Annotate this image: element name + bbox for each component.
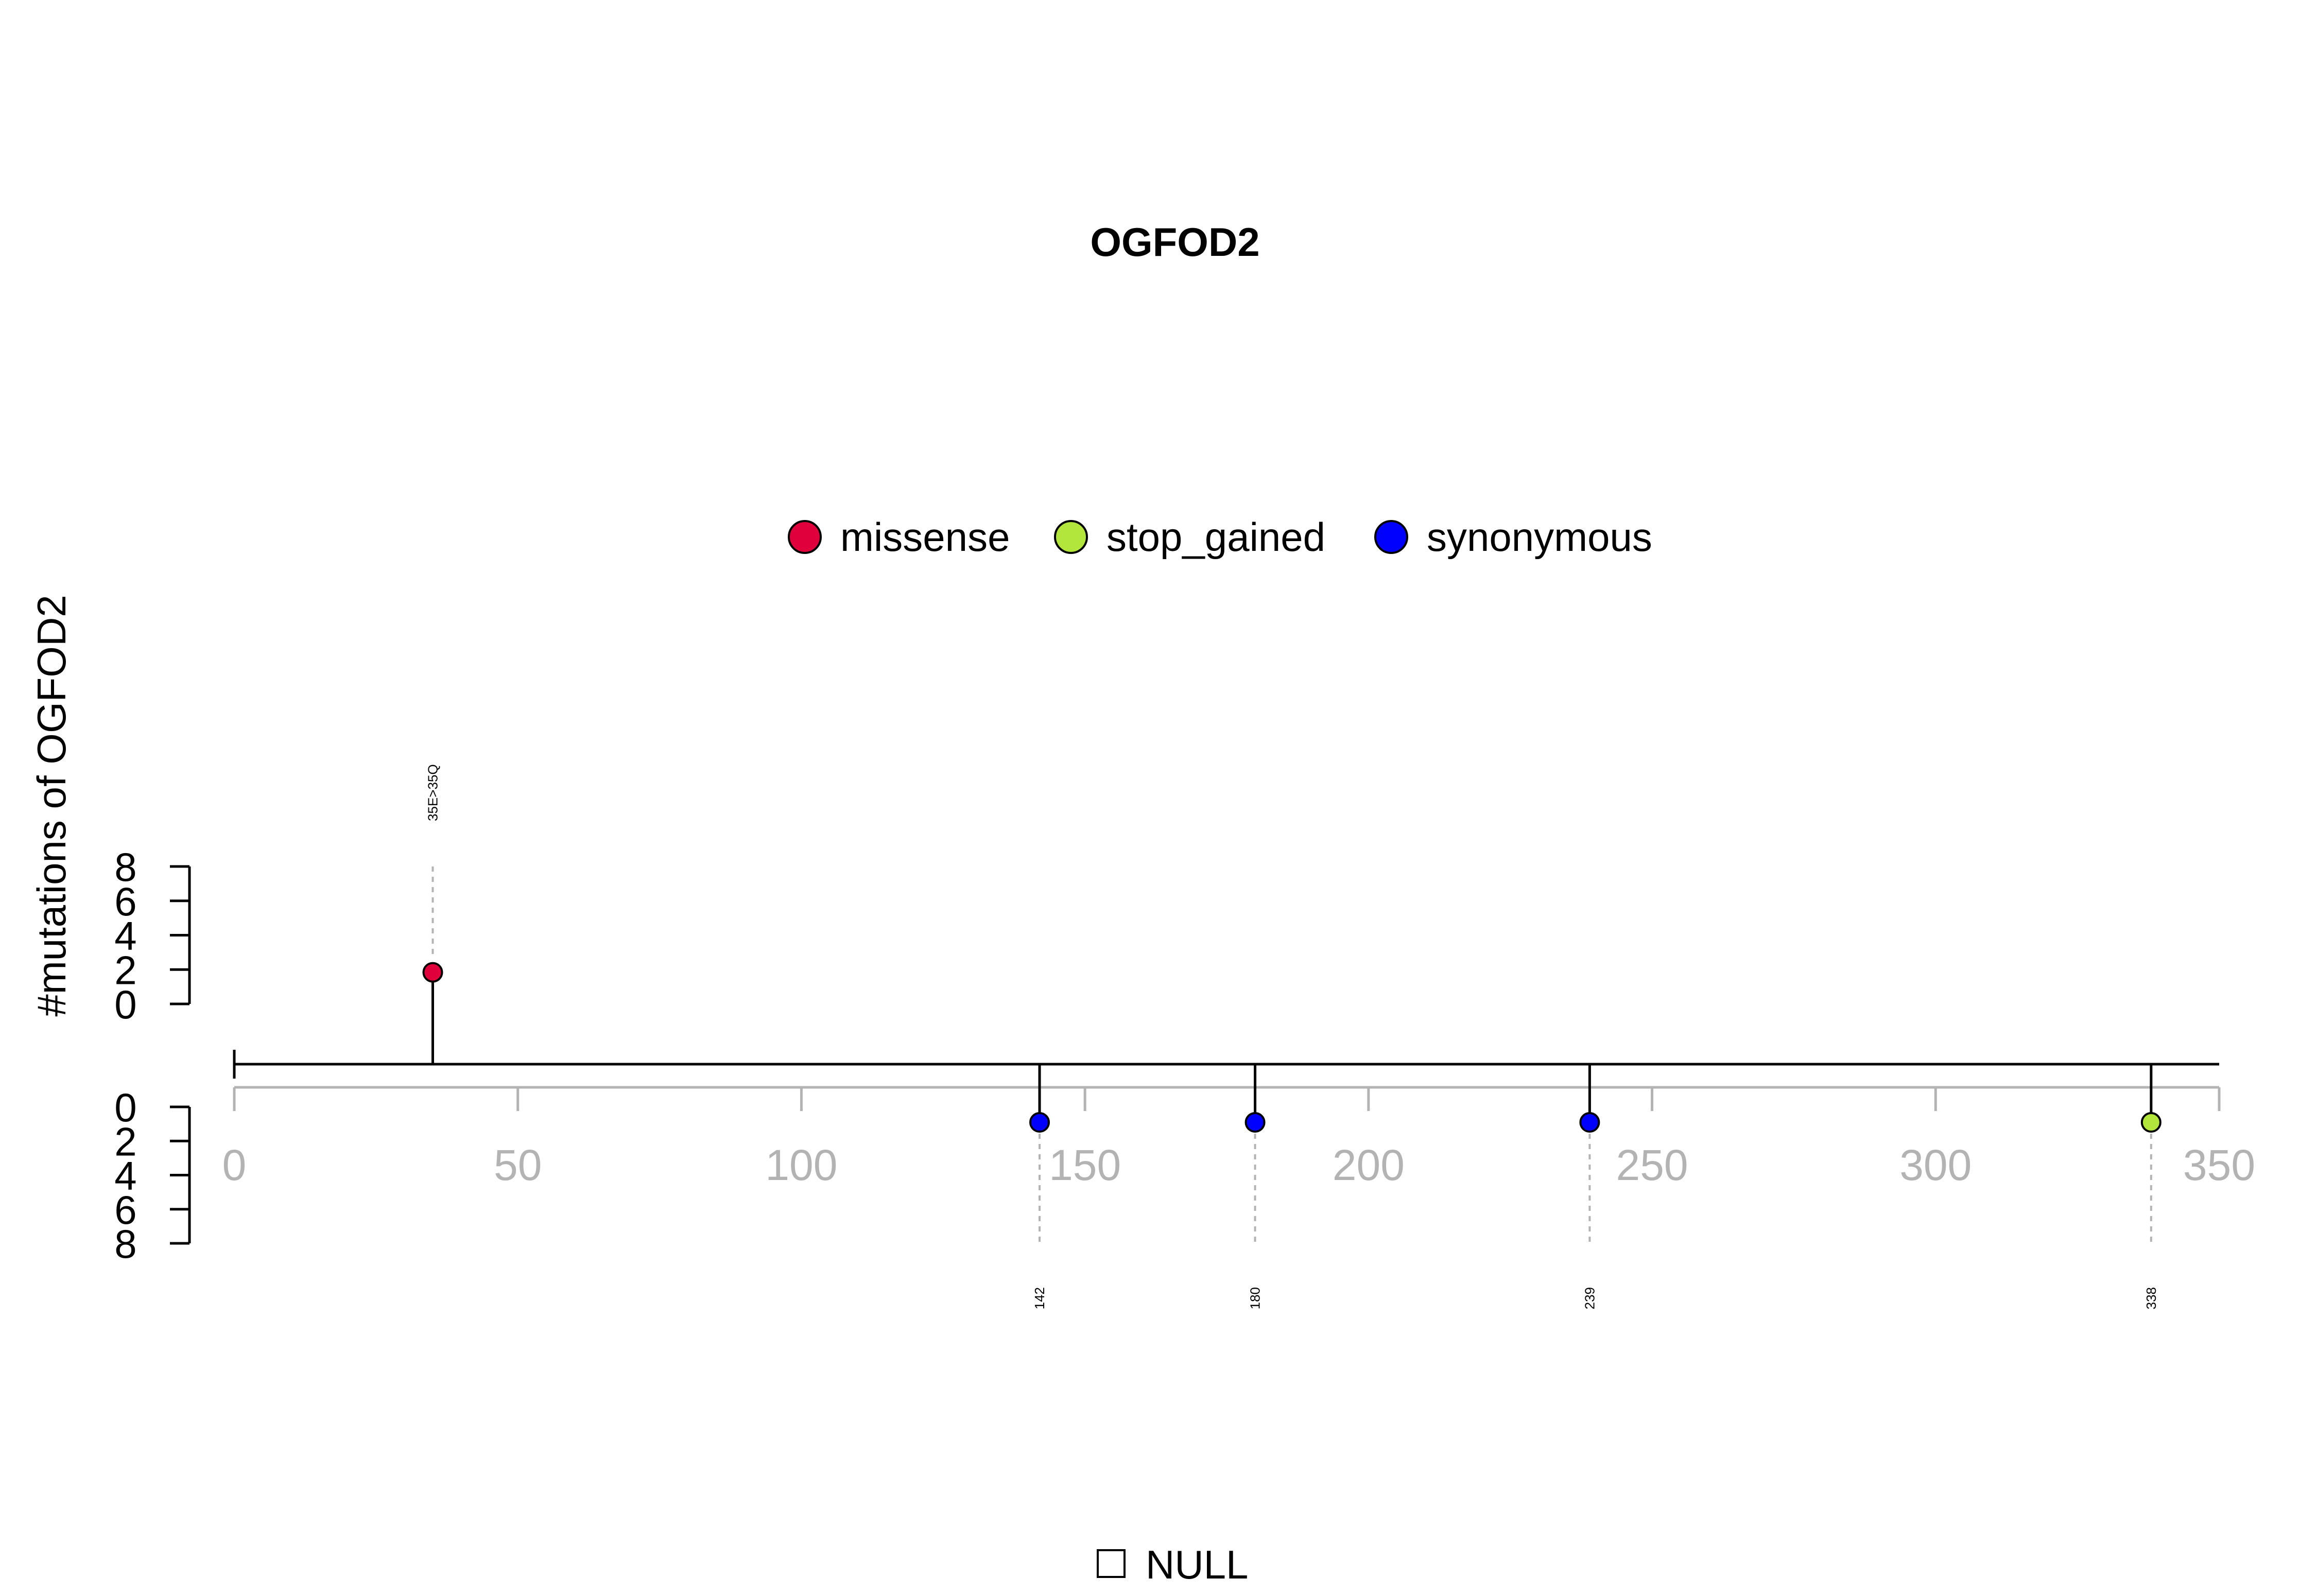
- chart-title: OGFOD2: [1090, 219, 1259, 265]
- mutation-35: 35E>35Q: [422, 764, 443, 1064]
- y-lower-tick-label: 6: [114, 1187, 136, 1233]
- domain-legend-label: NULL: [1146, 1542, 1248, 1587]
- mutation-marker: [422, 962, 443, 983]
- mutation-239: 239: [1579, 1064, 1600, 1309]
- y-upper-tick-label: 6: [114, 879, 136, 924]
- x-tick-label: 100: [765, 1141, 837, 1189]
- legend-item-missense: missense: [788, 514, 1010, 560]
- mutation-label: 35E>35Q: [425, 764, 441, 821]
- x-tick-label: 300: [1899, 1141, 1972, 1189]
- legend-label: missense: [840, 514, 1010, 560]
- y-lower-tick-label: 8: [114, 1221, 136, 1267]
- mutations: 35E>35Q 142 180 239 338: [422, 764, 2162, 1309]
- y-lower-tick-label: 2: [114, 1119, 136, 1164]
- mutation-label: 338: [2143, 1287, 2159, 1309]
- x-tick-label: 50: [494, 1141, 542, 1189]
- legend-label: stop_gained: [1106, 514, 1325, 560]
- x-axis: 0 50 100 150 200 250 300 350: [222, 1086, 2255, 1189]
- y-lower-tick-label: 0: [114, 1085, 136, 1130]
- y-upper-tick-label: 8: [114, 844, 136, 890]
- y-upper-tick-label: 2: [114, 947, 136, 993]
- x-tick-label: 250: [1616, 1141, 1688, 1189]
- x-tick-label: 150: [1049, 1141, 1121, 1189]
- domain-legend: NULL: [1097, 1542, 1248, 1587]
- mutation-marker: [1244, 1112, 1266, 1133]
- legend-label: synonymous: [1427, 514, 1652, 560]
- y-lower-tick-label: 4: [114, 1153, 136, 1199]
- x-tick-label: 200: [1333, 1141, 1405, 1189]
- mutation-marker: [1029, 1112, 1050, 1133]
- legend-marker-synonymous: [1374, 520, 1408, 554]
- legend-marker-stop-gained: [1054, 520, 1088, 554]
- mutation-marker: [2140, 1112, 2162, 1133]
- x-tick-label: 350: [2183, 1141, 2255, 1189]
- y-upper-tick-label: 0: [114, 982, 136, 1027]
- y-upper-tick-label: 4: [114, 913, 136, 959]
- legend-item-synonymous: synonymous: [1374, 514, 1652, 560]
- legend: missense stop_gained synonymous: [788, 514, 1652, 560]
- mutation-marker: [1579, 1112, 1600, 1133]
- mutation-180: 180: [1244, 1064, 1266, 1309]
- mutation-338: 338: [2140, 1064, 2162, 1309]
- y-axis-label: #mutations of OGFOD2: [29, 595, 74, 1016]
- mutation-142: 142: [1029, 1064, 1050, 1309]
- mutation-label: 180: [1248, 1287, 1263, 1309]
- mutation-label: 142: [1032, 1287, 1047, 1309]
- legend-item-stop-gained: stop_gained: [1054, 514, 1325, 560]
- legend-marker-missense: [788, 520, 822, 554]
- domain-legend-swatch: [1097, 1549, 1126, 1578]
- x-tick-label: 0: [222, 1141, 247, 1189]
- mutation-label: 239: [1582, 1287, 1597, 1309]
